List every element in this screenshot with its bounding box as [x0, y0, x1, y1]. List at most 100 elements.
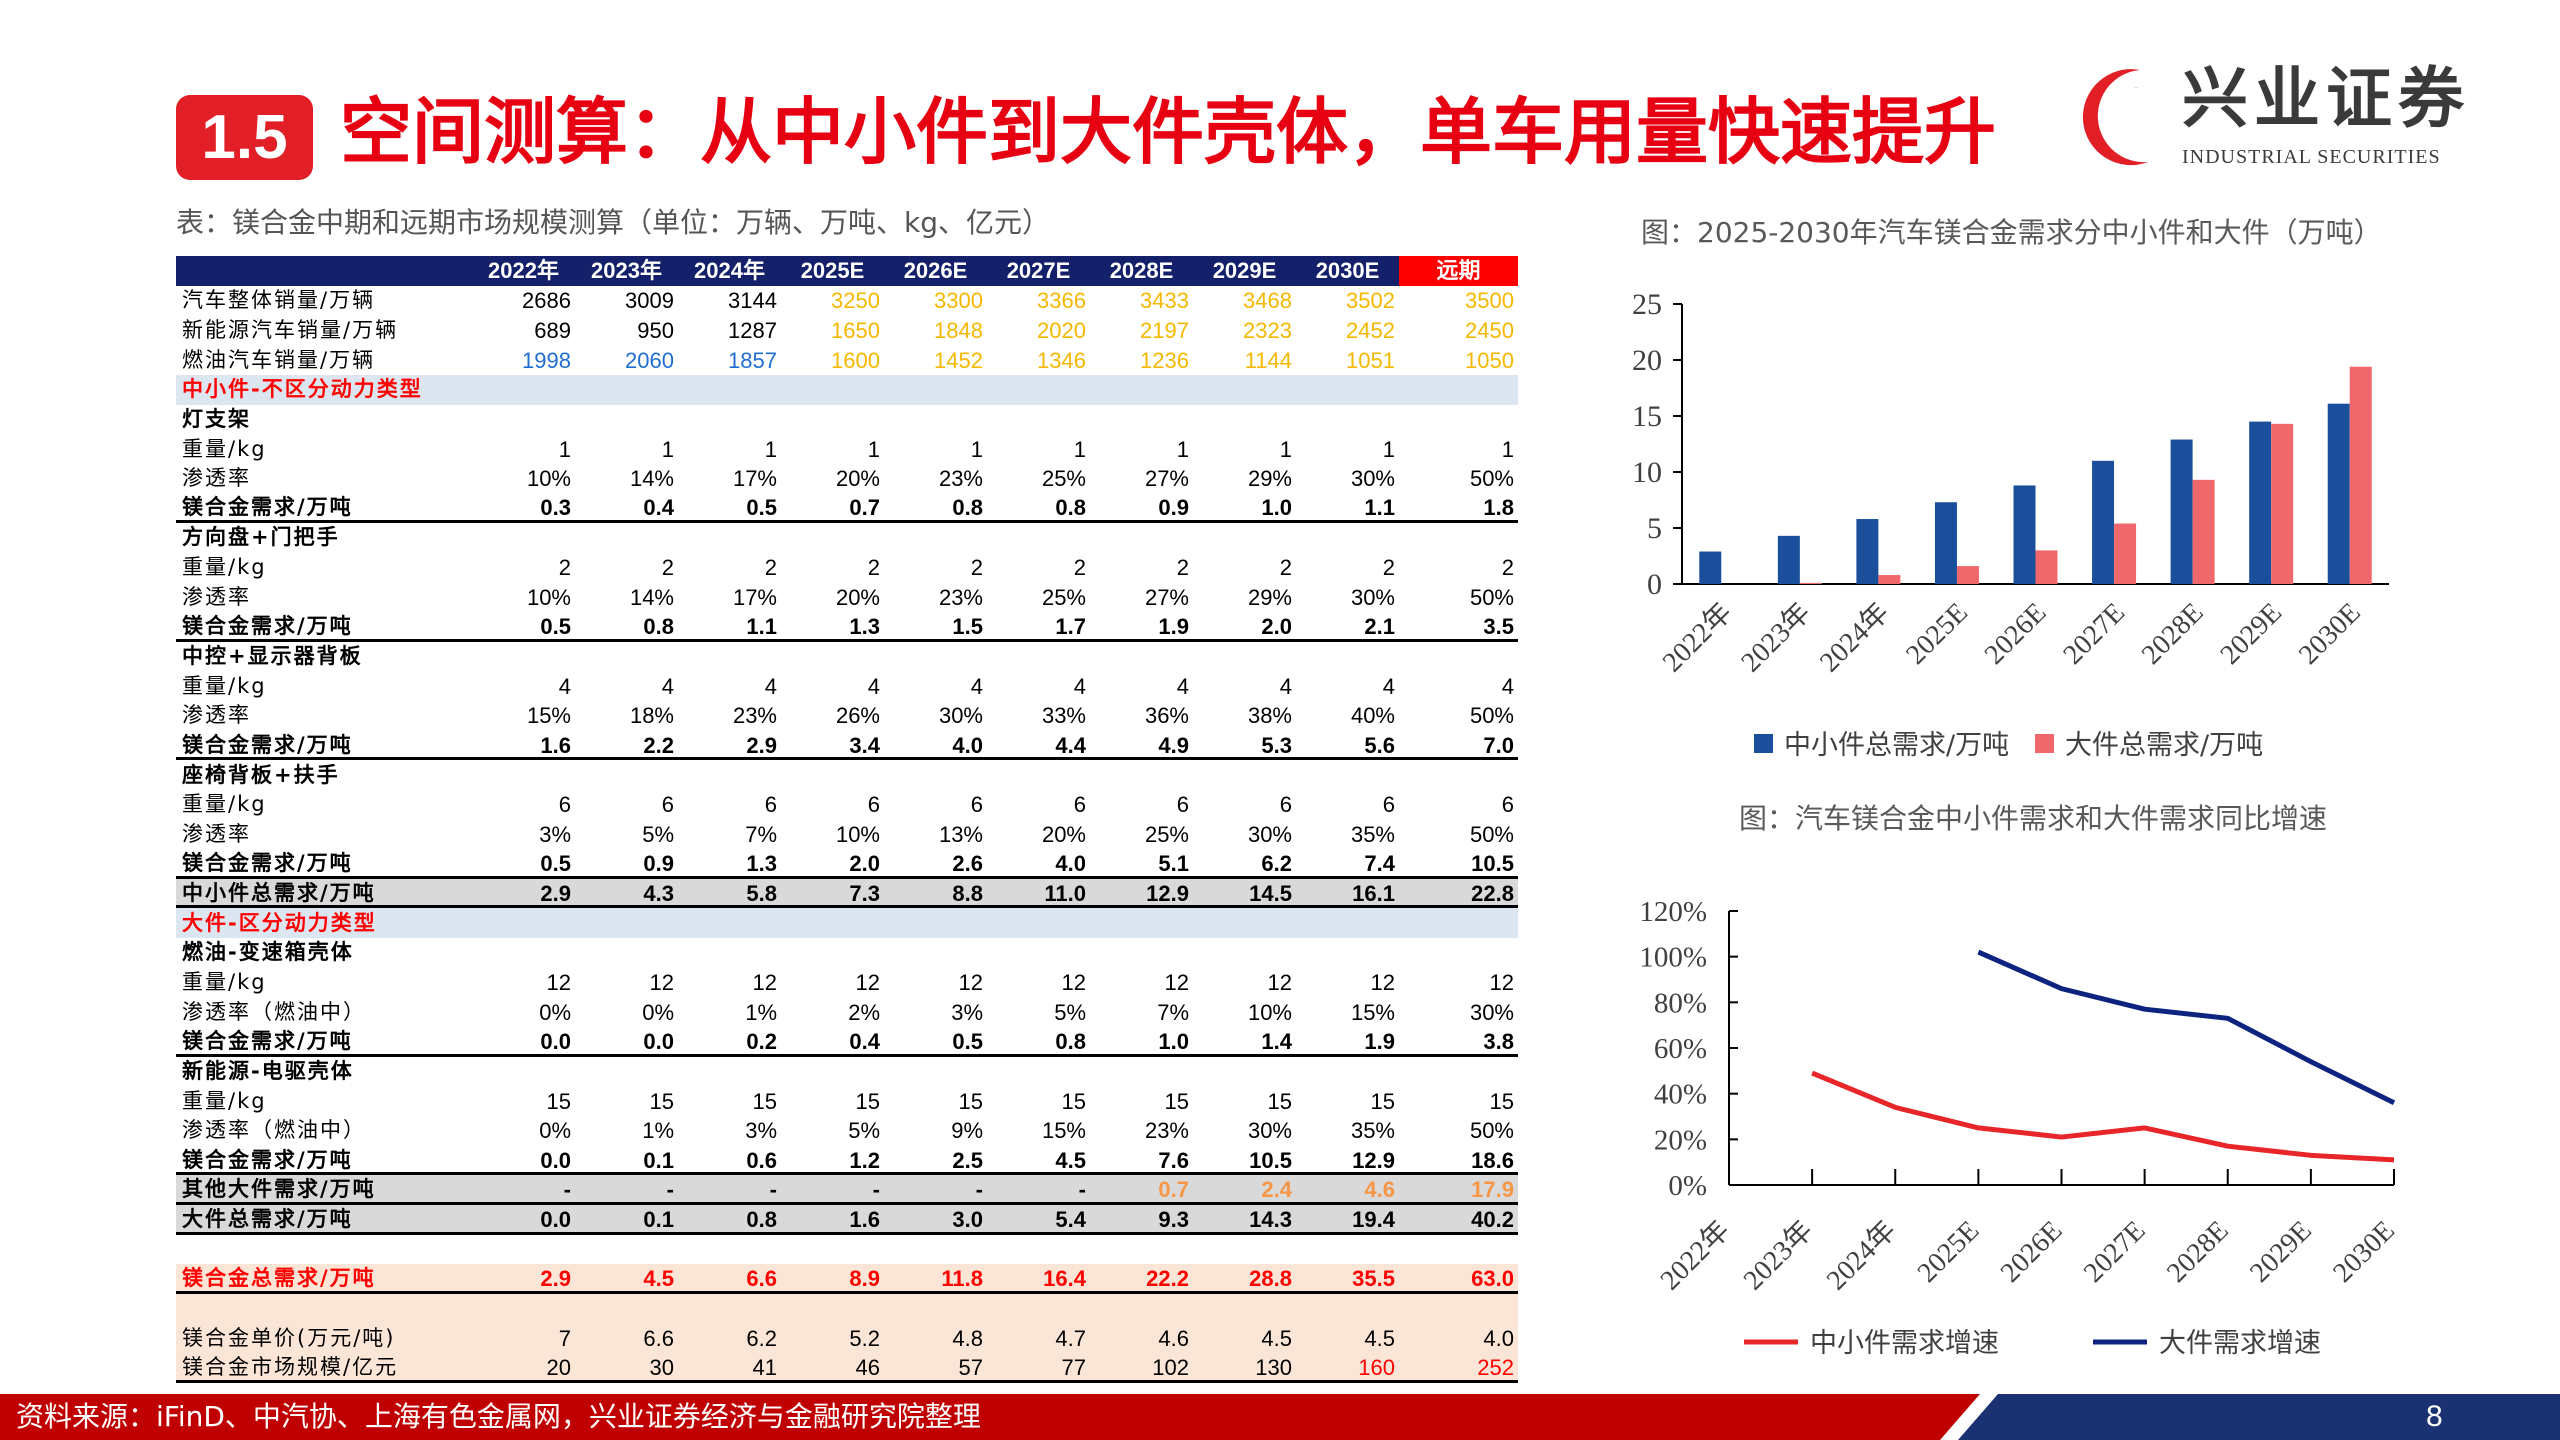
legend-label: 大件总需求/万吨	[2065, 730, 2263, 761]
table-cell: 1.4	[1261, 1029, 1292, 1055]
row-label: 渗透率（燃油中）	[182, 999, 366, 1024]
column-header: 2028E	[1109, 258, 1174, 283]
table-cell: 6	[970, 792, 983, 818]
table-cell: 30%	[1350, 466, 1395, 492]
table-cell: 1998	[522, 347, 571, 373]
table-cell: 12.9	[1146, 880, 1189, 906]
row-label: 重量/kg	[182, 792, 267, 817]
bar-large-parts	[1799, 582, 1822, 584]
table-cell: 0.8	[1055, 1029, 1086, 1055]
bar-small-parts	[1699, 551, 1722, 584]
bar-small-parts	[2013, 485, 2036, 584]
table-cell: 4.7	[1055, 1325, 1086, 1351]
table-cell: 1.6	[849, 1206, 880, 1232]
table-cell: 4.9	[1158, 732, 1189, 758]
table-cell: 4	[867, 673, 880, 699]
table-cell: 3.0	[952, 1206, 983, 1232]
table-cell: 50%	[1469, 703, 1514, 729]
small-parts-growth-line	[1811, 1070, 2395, 1163]
table-cell: 4.0	[952, 732, 983, 758]
table-cell: 2	[1176, 555, 1189, 581]
table-cell: 2	[764, 555, 777, 581]
table-cell: 35.5	[1352, 1266, 1395, 1292]
column-header: 远期	[1399, 256, 1518, 286]
table-cell: 4.6	[1364, 1177, 1395, 1203]
column-header: 2026E	[903, 258, 968, 283]
table-cell: 6	[867, 792, 880, 818]
table-cell: 57	[958, 1355, 983, 1381]
row-label: 新能源汽车销量/万辆	[182, 317, 399, 342]
table-cell: 14.3	[1249, 1206, 1292, 1232]
table-cell: 3.5	[1483, 614, 1514, 640]
table-cell: 15	[1164, 1088, 1189, 1114]
table-cell: 2	[867, 555, 880, 581]
table-cell: 11.8	[941, 1266, 983, 1292]
column-header: 2022年	[488, 258, 559, 283]
table-cell: 23%	[938, 584, 983, 610]
table-cell: 0.9	[643, 851, 674, 877]
table-cell: 0.7	[1158, 1177, 1189, 1203]
table-cell: 41	[752, 1355, 777, 1381]
table-cell: 33%	[1041, 703, 1086, 729]
table-row: 中小件-不区分动力类型	[176, 374, 1518, 405]
table-cell: -	[563, 1177, 571, 1203]
table-cell: 0.8	[643, 614, 674, 640]
table-cell: 2.9	[746, 732, 777, 758]
table-cell: 15%	[526, 703, 571, 729]
table-cell: 0.6	[746, 1147, 777, 1173]
table-cell: 2	[1382, 555, 1395, 581]
table-cell: 35%	[1350, 821, 1395, 847]
column-header: 2023年	[591, 258, 662, 283]
table-cell: 4.4	[1055, 732, 1086, 758]
bar-chart-title: 图：2025-2030年汽车镁合金需求分中小件和大件（万吨）	[1641, 216, 2382, 249]
table-cell: 0.4	[643, 495, 674, 521]
table-cell: 10.5	[1249, 1147, 1292, 1173]
table-cell: 15	[1370, 1088, 1395, 1114]
bar-large-parts	[2349, 366, 2372, 584]
row-label: 方向盘+门把手	[182, 525, 340, 550]
table-row: 中小件总需求/万吨 2.9 4.3 5.8 7.3 8.8 11.0 12.9 14.5 16.1…	[176, 878, 1518, 909]
table-cell: 12	[1489, 970, 1514, 996]
table-cell: 2	[661, 555, 674, 581]
table-cell: 10.5	[1471, 851, 1514, 877]
table-cell: 22.2	[1146, 1266, 1189, 1292]
table-cell: 6	[1073, 792, 1086, 818]
footer-red-band	[0, 1394, 1980, 1440]
table-cell: 36%	[1144, 703, 1189, 729]
table-cell: 40%	[1350, 703, 1395, 729]
table-cell: 689	[534, 317, 571, 343]
bar-small-parts	[2092, 460, 2115, 584]
bar-small-parts	[1856, 519, 1879, 584]
table-cell: 3366	[1037, 288, 1086, 314]
x-tick-label: 2025E	[1912, 1215, 1986, 1289]
column-header: 2027E	[1006, 258, 1071, 283]
table-cell: 35%	[1350, 1118, 1395, 1144]
table-cell: 0%	[642, 999, 674, 1025]
row-label: 其他大件需求/万吨	[182, 1177, 376, 1202]
table-cell: 15	[958, 1088, 983, 1114]
x-tick-label: 2030E	[2293, 597, 2367, 671]
table-cell: 0.7	[849, 495, 880, 521]
x-tick-label: 2027E	[2057, 597, 2131, 671]
table-cell: 20%	[1041, 821, 1086, 847]
table-cell: 19.4	[1352, 1206, 1395, 1232]
table-cell: 1	[1279, 436, 1292, 462]
table-row: 镁合金需求/万吨 0.5 0.8 1.1 1.3 1.5 1.7 1.9 2.0 2.1 3.5	[176, 612, 1518, 642]
table-cell: 9%	[951, 1118, 983, 1144]
row-label: 新能源-电驱壳体	[182, 1058, 354, 1083]
table-cell: 3300	[934, 288, 983, 314]
bar-small-parts	[2327, 403, 2350, 584]
table-cell: 25%	[1144, 821, 1189, 847]
table-cell: 25%	[1041, 466, 1086, 492]
table-cell: 6	[1279, 792, 1292, 818]
table-row: 渗透率（燃油中） 0% 0% 1% 2% 3% 5% 7% 10% 15% 30%	[176, 997, 1518, 1027]
y-tick-label: 25	[1632, 288, 1662, 321]
table-cell: 50%	[1469, 1118, 1514, 1144]
row-label: 镁合金需求/万吨	[182, 614, 353, 639]
table-cell: 30%	[1247, 1118, 1292, 1144]
table-row: 座椅背板+扶手	[176, 760, 1518, 790]
table-cell: 12	[1267, 970, 1292, 996]
table-cell: 1	[970, 436, 983, 462]
table-cell: 1	[1501, 436, 1514, 462]
table-cell: -	[975, 1177, 983, 1203]
